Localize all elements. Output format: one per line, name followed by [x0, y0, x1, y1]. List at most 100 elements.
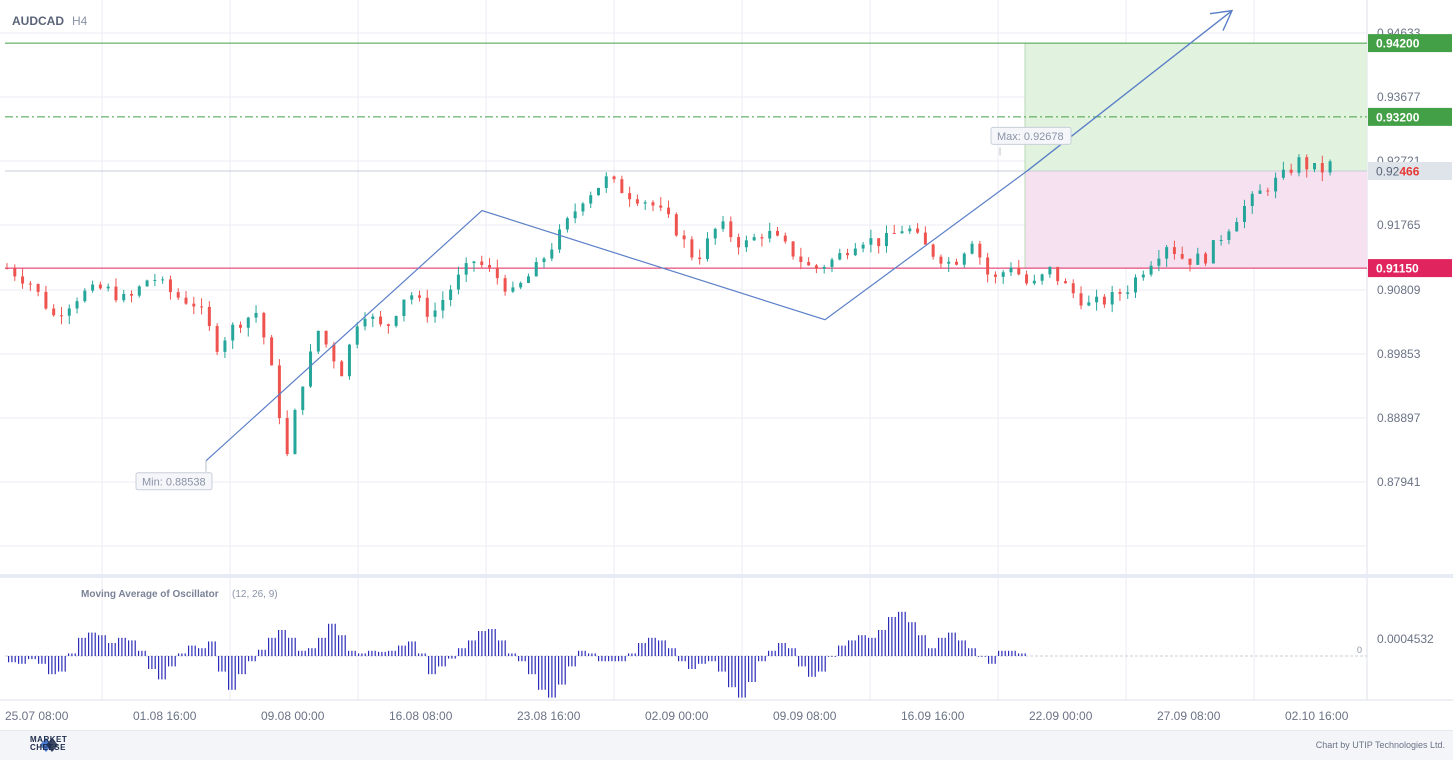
- osc-bar: [378, 651, 380, 656]
- osc-bar: [751, 656, 753, 682]
- candle: [1172, 240, 1176, 260]
- price-tick-label: 0.88897: [1377, 411, 1421, 425]
- candle: [106, 283, 110, 292]
- candle: [1274, 172, 1278, 199]
- osc-bar: [1011, 650, 1013, 656]
- price-tick-label: 0.93677: [1377, 90, 1421, 104]
- candle-body: [1025, 274, 1029, 284]
- time-tick-label: 25.07 08:00: [5, 709, 69, 723]
- osc-bar: [418, 653, 420, 656]
- candle-body: [301, 386, 305, 411]
- osc-bar: [241, 656, 243, 675]
- osc-bar: [784, 643, 786, 656]
- candle: [83, 288, 87, 303]
- candle: [1250, 191, 1254, 214]
- osc-bar: [128, 640, 130, 656]
- osc-bar: [228, 656, 230, 690]
- osc-bar: [248, 656, 250, 662]
- candle: [277, 359, 281, 425]
- osc-bar: [594, 653, 596, 656]
- osc-bar: [934, 648, 936, 656]
- osc-bar: [178, 653, 180, 656]
- candle-body: [1102, 296, 1106, 305]
- candle: [1188, 258, 1192, 272]
- osc-bar: [148, 656, 150, 669]
- candle-body: [581, 203, 585, 212]
- max-callout-label: Max: 0.92678: [997, 131, 1064, 143]
- osc-bar: [851, 640, 853, 656]
- candle: [565, 216, 569, 233]
- candle-body: [1204, 253, 1208, 264]
- candle: [1204, 252, 1208, 267]
- candle: [1227, 229, 1231, 245]
- candle-body: [939, 256, 943, 264]
- osc-bar: [684, 656, 686, 662]
- osc-bar: [434, 656, 436, 675]
- candle-body: [1056, 266, 1060, 282]
- candle-body: [970, 243, 974, 254]
- osc-bar: [224, 656, 226, 672]
- candle: [682, 230, 686, 248]
- osc-bar: [208, 641, 210, 656]
- osc-bar: [71, 653, 73, 656]
- candle-body: [1009, 267, 1013, 273]
- osc-bar: [311, 648, 313, 656]
- candle: [184, 291, 188, 305]
- osc-bar: [841, 645, 843, 656]
- candle: [472, 260, 476, 272]
- candle-body: [168, 279, 172, 293]
- osc-bar: [318, 637, 320, 656]
- candle: [456, 266, 460, 295]
- osc-bar: [271, 637, 273, 656]
- osc-bar: [371, 650, 373, 656]
- candle: [1180, 246, 1184, 260]
- osc-bar: [624, 656, 626, 662]
- entry-badge-label: 0.93200: [1376, 110, 1420, 124]
- osc-bar: [471, 640, 473, 656]
- osc-bar: [671, 648, 673, 656]
- osc-bar: [158, 656, 160, 680]
- osc-bar: [211, 641, 213, 656]
- candle-body: [713, 228, 717, 239]
- candle-body: [1118, 292, 1122, 294]
- osc-bar: [98, 635, 100, 656]
- candle-body: [962, 253, 966, 265]
- candle: [737, 233, 741, 255]
- candle: [760, 233, 764, 247]
- osc-bar: [198, 648, 200, 656]
- time-tick-label: 09.09 08:00: [773, 709, 837, 723]
- candle: [698, 249, 702, 265]
- stop-loss-badge-label: 0.91150: [1376, 262, 1419, 276]
- candle: [589, 191, 593, 209]
- candle-body: [1274, 177, 1278, 192]
- candle-body: [200, 306, 204, 308]
- min-callout-box: [135, 472, 213, 491]
- osc-bar: [164, 656, 166, 680]
- candle: [830, 257, 834, 273]
- osc-bar: [74, 653, 76, 656]
- price-tick-label: 0.89853: [1377, 347, 1421, 361]
- osc-bar: [758, 656, 760, 662]
- osc-bar: [691, 656, 693, 669]
- osc-bar: [328, 623, 330, 656]
- osc-bar: [141, 650, 143, 656]
- osc-bar: [514, 653, 516, 656]
- candle: [1165, 244, 1169, 268]
- candle-body: [106, 286, 110, 289]
- candle: [1063, 278, 1067, 284]
- candle: [690, 236, 694, 261]
- take-profit-badge-label: 0.94200: [1376, 37, 1420, 51]
- candle: [807, 257, 811, 266]
- candle: [316, 330, 320, 354]
- candle: [1157, 249, 1161, 272]
- candle-body: [884, 233, 888, 247]
- candle-body: [1087, 302, 1091, 306]
- osc-bar: [774, 650, 776, 656]
- osc-bar: [388, 650, 390, 656]
- osc-bar: [11, 656, 13, 663]
- take-profit-zone: [1025, 43, 1367, 172]
- osc-bar: [61, 656, 63, 672]
- osc-bar: [38, 656, 40, 664]
- osc-bar: [664, 640, 666, 656]
